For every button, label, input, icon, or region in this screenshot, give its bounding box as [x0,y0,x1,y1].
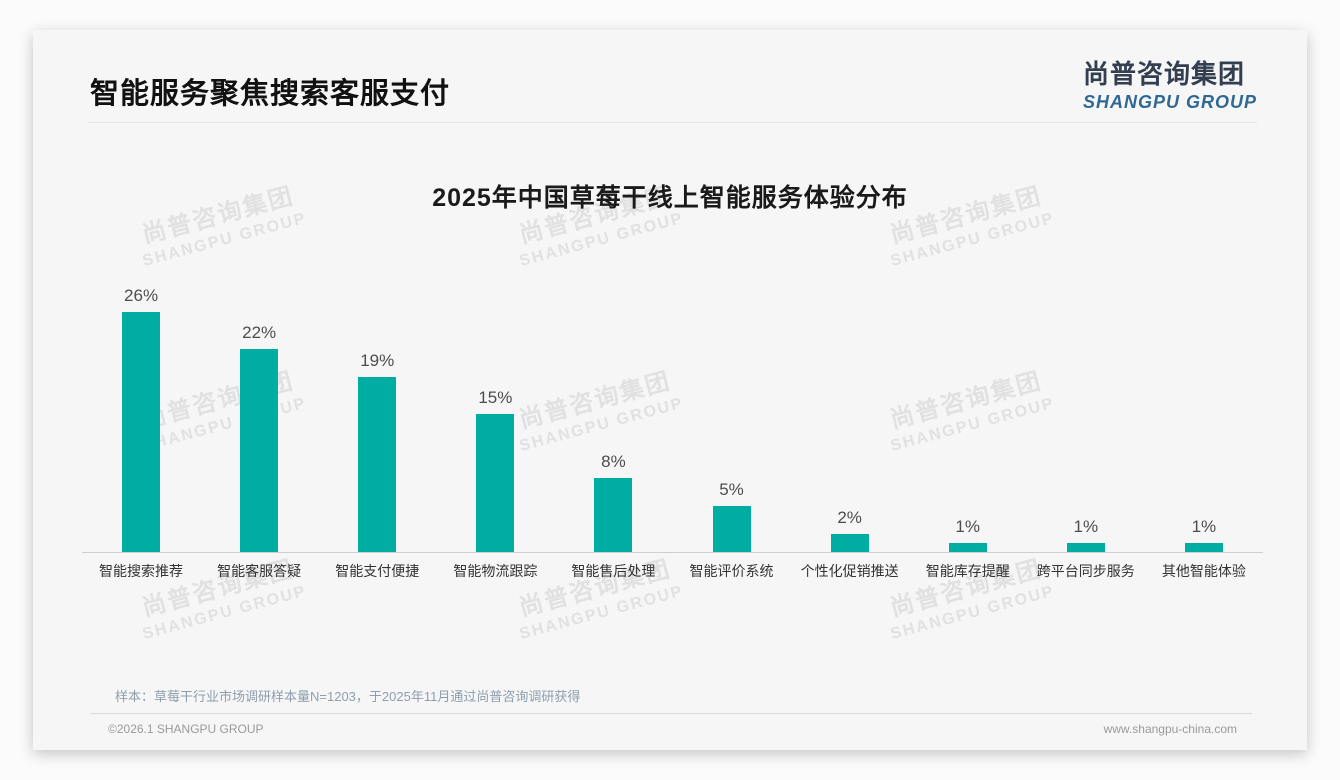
x-axis-label: 智能售后处理 [571,563,656,579]
bar [1184,543,1223,552]
bar [712,506,751,552]
bar [240,349,279,552]
bar [830,534,869,552]
watermark-text-en: SHANGPU GROUP [140,582,309,643]
bar-column: 1% [1145,253,1263,552]
bar-value-label: 19% [360,351,395,370]
bar-value-label: 2% [837,508,862,527]
bar-column: 19% [318,253,436,552]
bar-column: 8% [554,253,672,552]
x-axis-labels: 智能搜索推荐 智能客服答疑 智能支付便捷 智能物流跟踪 智能售后处理 智能评价系统 个性化促… [82,561,1263,581]
bar-value-label: 22% [242,323,277,342]
watermark: 尚普咨询集团 SHANGPU GROUP [855,540,1082,650]
bar-column: 15% [436,253,554,552]
watermark-text-cn: 尚普咨询集团 [516,555,675,622]
bar-column: 5% [672,253,790,552]
x-axis-label: 智能评价系统 [689,563,774,579]
x-axis-label: 智能库存提醒 [925,563,1010,579]
bar-column: 1% [1027,253,1145,552]
watermark-text-en: SHANGPU GROUP [888,582,1057,643]
company-logo: 尚普咨询集团 SHANGPU GROUP [1083,54,1257,113]
bar [358,377,397,552]
plot-area: 26% 22% 19% 15% 8% 5% 2% 1% 1% 1% [82,253,1263,553]
bar-value-label: 15% [478,388,513,407]
bar-column: 26% [82,253,200,552]
x-axis-label: 跨平台同步服务 [1036,563,1135,579]
watermark-text-cn: 尚普咨询集团 [887,555,1046,622]
x-axis-label: 智能客服答疑 [217,563,302,579]
chart-title: 2025年中国草莓干线上智能服务体验分布 [432,184,908,212]
x-axis-label: 智能支付便捷 [335,563,420,579]
slide: 尚普咨询集团 SHANGPU GROUP 尚普咨询集团 SHANGPU GROUP 尚普… [33,30,1307,750]
bar-value-label: 1% [1073,517,1099,536]
logo-text-cn: 尚普咨询集团 [1082,59,1245,89]
bar-value-label: 1% [955,517,980,536]
x-axis-label: 其他智能体验 [1161,563,1246,579]
bar-value-label: 8% [601,452,626,471]
footer-divider [90,713,1252,714]
watermark: 尚普咨询集团 SHANGPU GROUP [107,540,334,650]
logo-text-en: SHANGPU GROUP [1082,92,1257,112]
bar-value-label: 5% [719,480,744,499]
sample-note: 样本：草莓干行业市场调研样本量N=1203，于2025年11月通过尚普咨询调研获… [115,689,581,704]
bar [1066,543,1105,552]
x-axis-label: 智能搜索推荐 [99,563,184,579]
watermark: 尚普咨询集团 SHANGPU GROUP [484,540,711,650]
x-axis-label: 智能物流跟踪 [453,563,538,579]
watermark-text-cn: 尚普咨询集团 [139,555,298,622]
bar [476,414,515,552]
footer-copyright: ©2026.1 SHANGPU GROUP [108,722,264,736]
bar [948,543,987,552]
bar-column: 1% [909,253,1027,552]
bar-value-label: 1% [1191,517,1217,536]
page-title: 智能服务聚焦搜索客服支付 [90,78,451,110]
bar [594,478,633,552]
bar [122,312,161,552]
watermark-text-en: SHANGPU GROUP [517,582,686,643]
footer: ©2026.1 SHANGPU GROUP www.shangpu-china.… [108,722,1237,736]
bar-column: 22% [200,253,318,552]
footer-website: www.shangpu-china.com [1103,722,1237,736]
x-axis-label: 个性化促销推送 [800,563,899,579]
bar-column: 2% [791,253,909,552]
title-divider [88,122,1257,123]
bar-value-label: 26% [124,286,159,305]
